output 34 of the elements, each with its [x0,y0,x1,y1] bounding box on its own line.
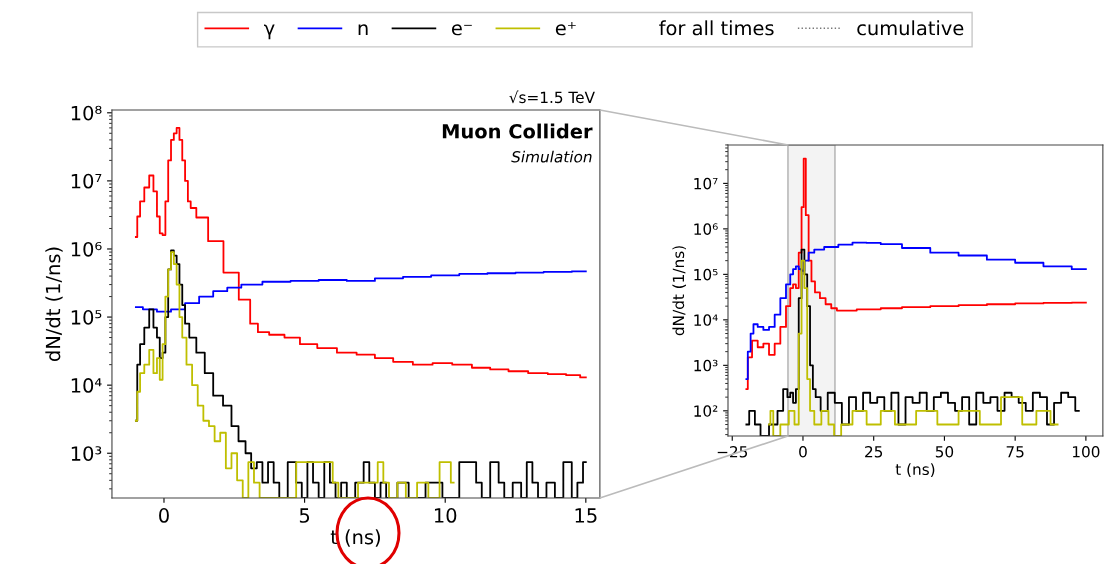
x-axis-title: t (ns) [895,463,935,477]
x-tick-label: −25 [717,445,748,458]
x-tick-label: 75 [1006,446,1024,458]
y-tick-label: 10⁵ [694,268,718,281]
y-tick-label: 10² [694,405,718,417]
text: cumulative [857,20,964,36]
y-tick-label: 10⁵ [71,310,102,325]
y-axis-title: dN/dt (1/ns) [45,247,63,361]
text: for all times [659,20,774,36]
y-tick-label: 10⁷ [694,177,718,190]
legend-label: n [358,24,368,36]
x-tick-label: 0 [159,508,169,523]
y-tick-label: 10⁸ [71,105,102,121]
annotation: Muon Collider [442,123,593,139]
x-tick-label: 25 [865,445,883,458]
text: √s=1.5 TeV [509,90,595,104]
y-tick-label: 10³ [694,359,718,372]
y-tick-label: 10³ [71,446,102,461]
y-axis-title: dN/dt (1/ns) [672,246,686,336]
annotation: Simulation [511,150,592,163]
legend-label: γ [264,24,275,40]
y-tick-label: 10⁷ [71,173,102,189]
x-tick-label: 50 [935,445,954,458]
y-tick-label: 10⁶ [71,241,102,257]
x-tick-label: 100 [1072,445,1100,458]
y-tick-label: 10⁶ [694,223,718,235]
x-tick-label: 5 [299,508,310,523]
legend-label: e⁻ [451,24,472,36]
y-tick-label: 10⁴ [71,378,102,393]
x-tick-label: 10 [434,508,457,523]
x-tick-label: 0 [799,445,807,458]
legend-label: e⁺ [555,21,576,36]
x-tick-label: 15 [575,508,597,523]
y-tick-label: 10⁴ [694,314,718,326]
